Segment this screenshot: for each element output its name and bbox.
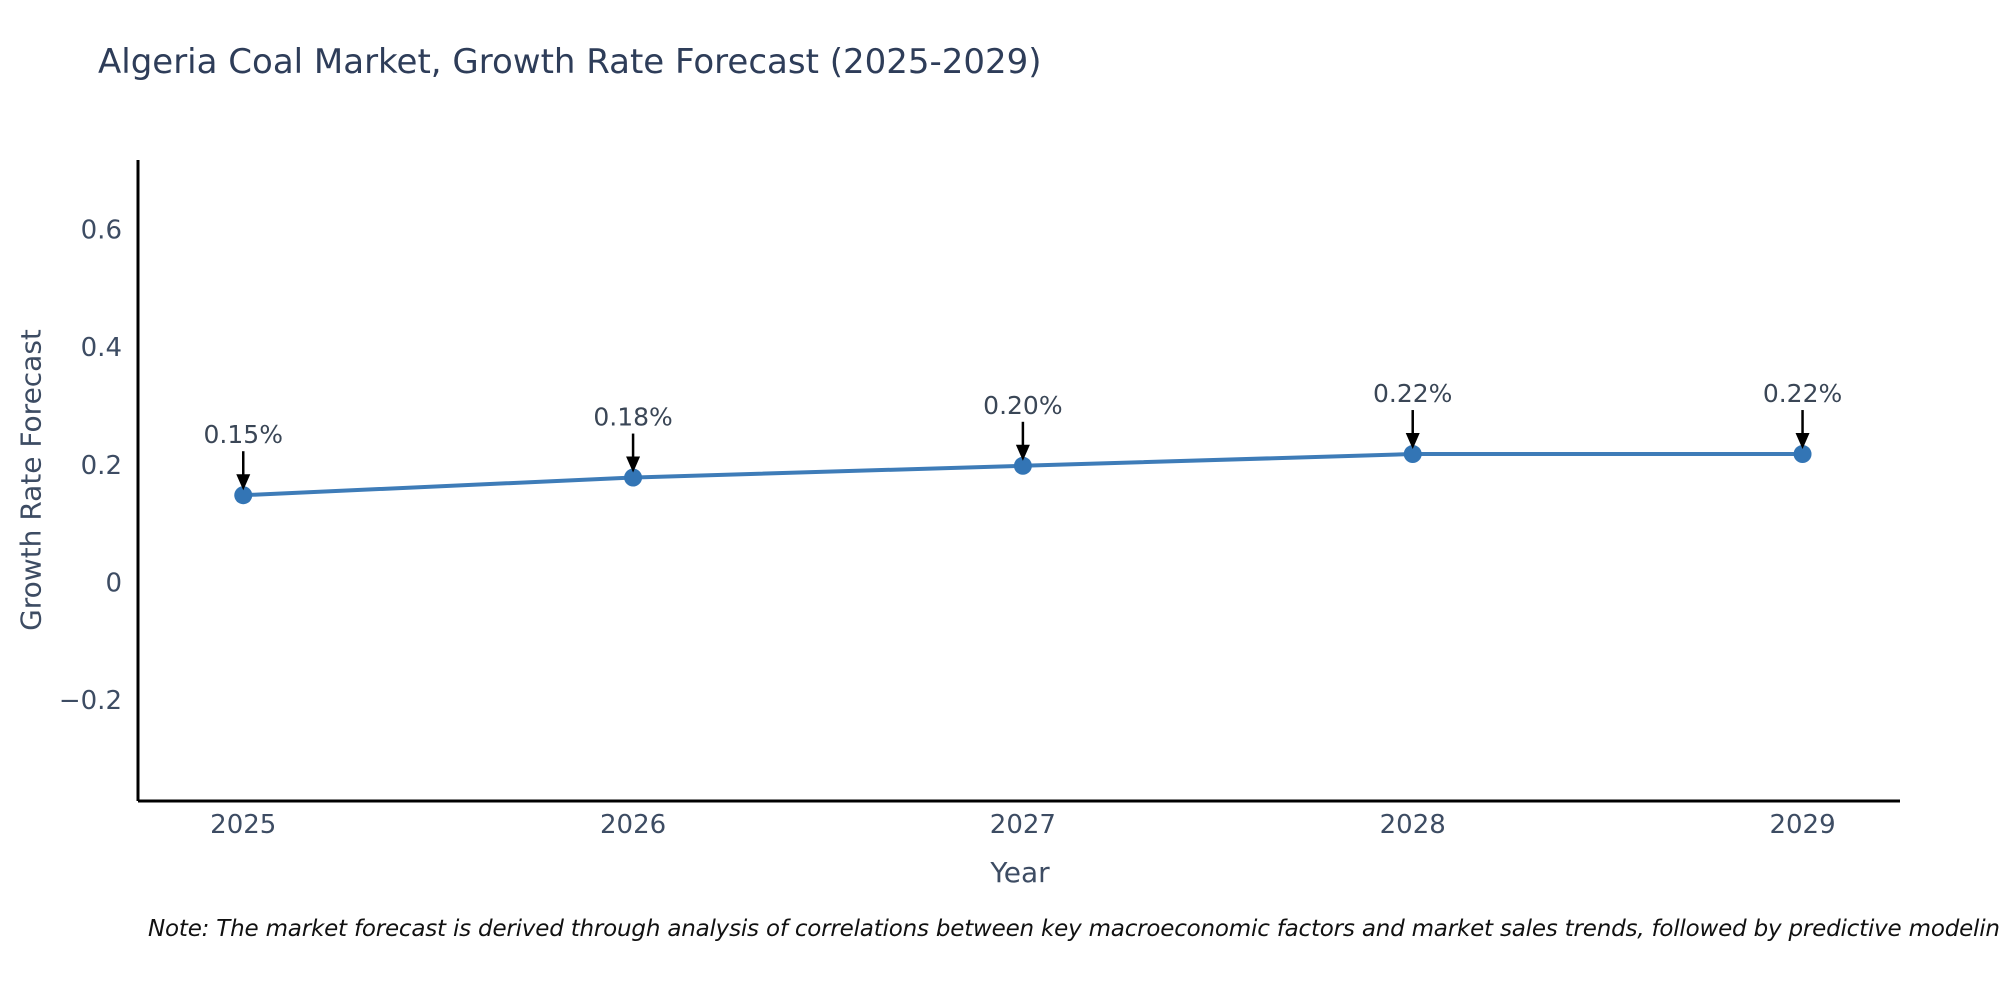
data-point-2025 — [234, 486, 253, 505]
point-value-label-2026: 0.18% — [593, 403, 672, 432]
axes-group — [136, 160, 1900, 803]
annotation-arrow-head — [1795, 433, 1810, 450]
annotation-arrow-head — [1405, 433, 1420, 450]
x-tick-label-2029: 2029 — [1769, 810, 1835, 840]
x-tick-label-2026: 2026 — [600, 810, 666, 840]
x-axis-title: Year — [989, 856, 1050, 889]
data-point-2029 — [1793, 445, 1812, 464]
annotation-arrow-head — [236, 474, 251, 491]
y-tick-labels-group: −0.2 0 0.2 0.4 0.6 — [59, 216, 122, 716]
point-value-label-2029: 0.22% — [1763, 379, 1842, 408]
point-value-label-2028: 0.22% — [1373, 379, 1452, 408]
point-value-label-2027: 0.20% — [983, 391, 1062, 420]
annotations-group: 0.15% 0.18% 0.20% 0.22% 0.22% — [204, 379, 1842, 491]
point-value-label-2025: 0.15% — [204, 420, 283, 449]
y-tick-label-0.2: 0.2 — [81, 451, 122, 481]
x-tick-label-2027: 2027 — [990, 810, 1056, 840]
x-tick-label-2028: 2028 — [1380, 810, 1446, 840]
chart-title: Algeria Coal Market, Growth Rate Forecas… — [98, 42, 1042, 82]
annotation-arrow-head — [1015, 444, 1030, 461]
methodology-note: Note: The market forecast is derived thr… — [148, 916, 2000, 942]
y-tick-label-0.6: 0.6 — [81, 216, 122, 246]
data-point-2028 — [1403, 445, 1422, 464]
y-tick-label-0.4: 0.4 — [81, 333, 122, 363]
x-tick-label-2025: 2025 — [210, 810, 276, 840]
y-axis-title: Growth Rate Forecast — [15, 329, 48, 631]
x-tick-labels-group: 2025 2026 2027 2028 2029 — [210, 810, 1835, 840]
data-point-2026 — [624, 468, 643, 487]
line-series-group — [234, 445, 1812, 505]
y-tick-label-0: 0 — [105, 568, 122, 598]
annotation-arrow-head — [626, 456, 641, 473]
data-point-2027 — [1013, 456, 1032, 475]
y-tick-label--0.2: −0.2 — [59, 686, 122, 716]
